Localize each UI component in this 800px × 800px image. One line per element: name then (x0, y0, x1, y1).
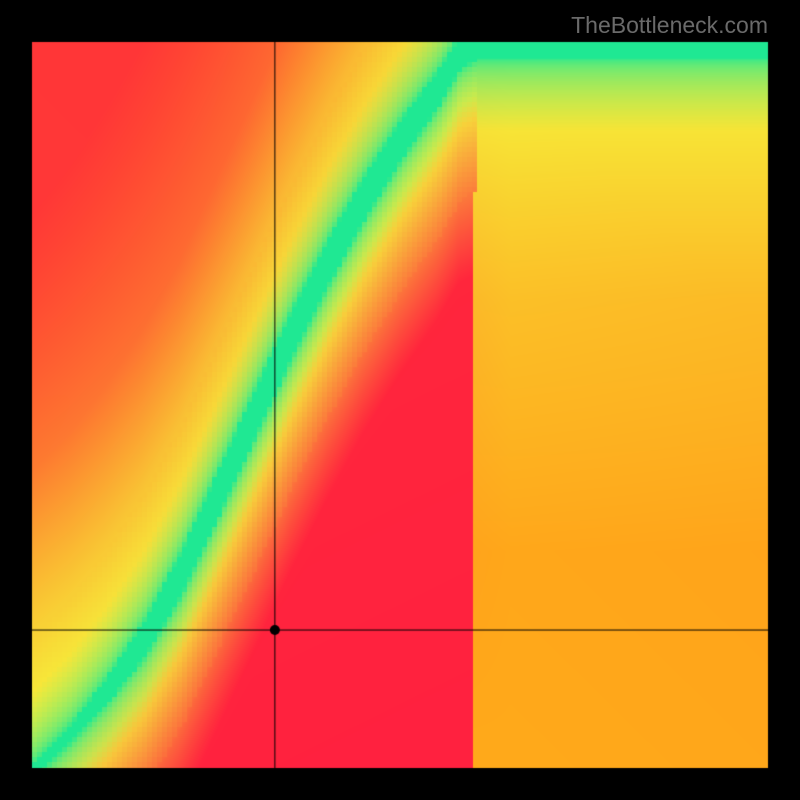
watermark-text: TheBottleneck.com (571, 12, 768, 39)
bottleneck-heatmap (0, 0, 800, 800)
chart-container: TheBottleneck.com (0, 0, 800, 800)
